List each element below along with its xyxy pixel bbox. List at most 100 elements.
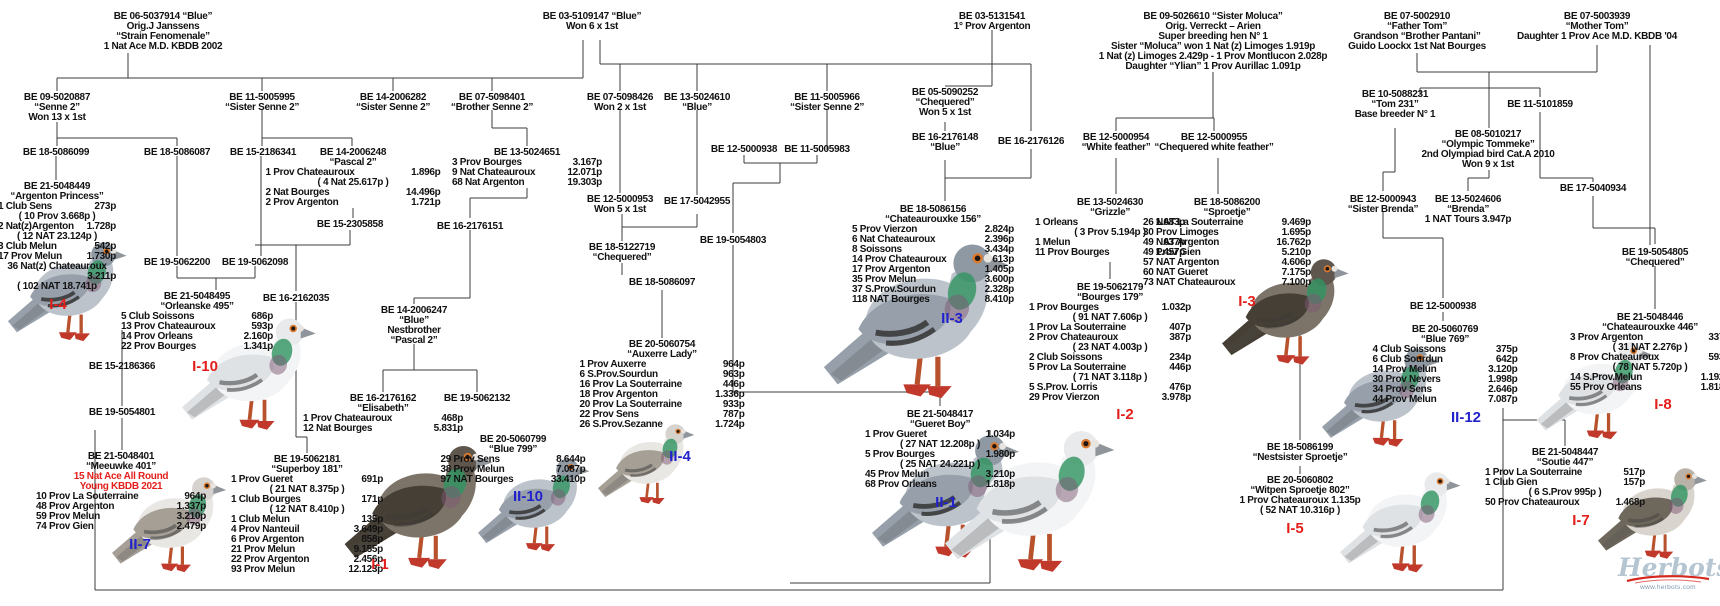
pedigree-node-chequered-05: BE 05-5090252 “Chequered” Won 5 x 1st <box>893 88 998 118</box>
pedigree-node-line: “Elisabeth” <box>357 403 409 414</box>
pedigree-node-be16-2162035: BE 16-2162035 <box>244 294 349 304</box>
pedigree-node-sister-senne2-c: BE 11-5005966 “Sister Senne 2” <box>772 93 882 113</box>
pedigree-node-line: “Blue 799” <box>488 444 538 455</box>
pedigree-node-line: BE 17-5040934 <box>1559 183 1627 194</box>
pedigree-node-line: 5 Prov Bourges 1.980p <box>865 449 1015 460</box>
pedigree-node-be18-5086087: BE 18-5086087 <box>125 148 230 158</box>
pedigree-node-line: “Argenton Princess” <box>10 191 104 202</box>
pedigree-node-line: Won 13 x 1st <box>28 112 86 123</box>
pedigree-node-be18-5086099: BE 18-5086099 <box>4 148 109 158</box>
pedigree-node-sproetje: BE 18-5086200 “Sproetje” 26 NAT La Souterr… <box>1143 198 1311 288</box>
pedigree-node-line: ( 25 NAT 24.221p ) <box>899 459 980 470</box>
pedigree-node-line: 34 Prov Sens 2.646p <box>1372 384 1518 395</box>
position-label-I-3: I-3 <box>1238 293 1256 310</box>
pedigree-node-line: 1 Prov Bourges 1.032p <box>1029 302 1191 313</box>
pedigree-node-line: Sister “Moluca” won 1 Nat (z) Limoges 1.… <box>1110 41 1316 52</box>
pedigree-node-line: 1 Prov Chateauroux 468p <box>303 413 463 424</box>
pedigree-node-line: BE 12-5000938 <box>710 144 778 155</box>
pedigree-node-line: 1 Club Melun 135p <box>231 514 383 525</box>
pedigree-node-line: “Brenda” <box>1446 204 1490 215</box>
pedigree-node-line: Young KBDB 2021 <box>79 481 163 492</box>
pedigree-node-line: BE 21-5048447 <box>1531 447 1599 458</box>
pedigree-node-line: ( 52 NAT 10.316p ) <box>1259 505 1340 516</box>
pedigree-node-witpen-sproetje-802: BE 20-5060802 “Witpen Sproetje 802” 1 Prov… <box>1225 476 1375 516</box>
pedigree-node-brother-senne2: BE 07-5098401 “Brother Senne 2” <box>432 93 552 113</box>
pedigree-node-line: BE 07-5098401 <box>458 92 526 103</box>
pedigree-node-line: “Orleanske 495” <box>160 301 234 312</box>
pedigree-node-line: “Pascal 2” <box>329 157 377 168</box>
pedigree-node-be15-2186366: BE 15-2186366 <box>70 362 175 372</box>
pedigree-node-auxerre-lady: BE 20-5060754 “Auxerre Lady” 1 Prov Auxerr… <box>580 340 745 430</box>
pedigree-node-line: BE 18-5122719 <box>588 242 656 253</box>
pedigree-node-line: BE 03-5131541 <box>958 11 1026 22</box>
pedigree-node-line: Won 2 x 1st <box>593 102 647 113</box>
pedigree-node-line: ( 12 NAT 23.124p ) <box>16 231 97 242</box>
pedigree-node-bourges-179: BE 19-5062179 “Bourges 179” 1 Prov Bourges… <box>1029 283 1191 403</box>
pedigree-node-line: 2 Prov Chateauroux 387p <box>1029 332 1191 343</box>
pedigree-node-line: 57 NAT Argenton 4.606p <box>1143 257 1311 268</box>
pedigree-node-line: 9 Nat Chateauroux 12.071p <box>452 167 602 178</box>
pedigree-node-sister-senne2-b: BE 14-2006282 “Sister Senne 2” <box>338 93 448 113</box>
pedigree-node-line: BE 19-5054805 <box>1621 247 1689 258</box>
pedigree-node-line: Base breeder N° 1 <box>1354 109 1436 120</box>
pedigree-node-line: BE 21-5048401 <box>87 451 155 462</box>
pedigree-node-line: 8 Soissons 3.434p <box>852 244 1014 255</box>
pedigree-node-blue-06: BE 06-5037914 “Blue” Orig.J Janssens “Stra… <box>63 12 263 52</box>
pedigree-node-line: “Mother Tom” <box>1565 21 1629 32</box>
pedigree-node-line: Grandson “Brother Pantani” <box>1353 31 1481 42</box>
pedigree-node-line: 3 Club Melun 542p <box>0 241 116 252</box>
pedigree-node-line: BE 16-2162035 <box>262 293 330 304</box>
pedigree-node-line: 30 Prov Nevers 1.998p <box>1372 374 1518 385</box>
pedigree-node-line: 2 Prov Argenton 1.721p <box>265 197 441 208</box>
pedigree-node-line: 13 Prov Chateauroux 593p <box>121 321 273 332</box>
pedigree-node-be15-2305858: BE 15-2305858 <box>298 220 403 230</box>
pedigree-node-superboy-181: BE 19-5062181 “Superboy 181” 1 Prov Gueret… <box>231 455 383 575</box>
pedigree-node-line: “Auxerre Lady” <box>627 349 697 360</box>
pedigree-node-line: Won 5 x 1st <box>918 107 972 118</box>
pedigree-node-line: ( 21 NAT 8.375p ) <box>269 484 345 495</box>
pedigree-node-line: “Sproetje” <box>1203 207 1251 218</box>
pedigree-node-line: 6 Club Sourdun 642p <box>1372 354 1518 365</box>
pedigree-node-line: “Blue” <box>399 315 429 326</box>
pedigree-node-blue-nestbrother: BE 14-2006247 “Blue” Nestbrother “Pascal 2” <box>364 306 464 346</box>
pedigree-node-be11-5101859: BE 11-5101859 <box>1485 100 1595 110</box>
pedigree-node-line: 6 S.Prov.Sourdun 963p <box>579 369 745 380</box>
herbots-logo-url: www.herbots.com <box>1640 584 1696 591</box>
pedigree-node-line: BE 18-5086156 <box>899 204 967 215</box>
pedigree-node-line: BE 18-5086200 <box>1193 197 1261 208</box>
pedigree-node-line: BE 13-5024651 <box>493 147 561 158</box>
pedigree-node-line: “Chequered” <box>915 97 975 108</box>
pedigree-node-line: 74 Prov Gien 2.479p <box>36 521 206 532</box>
pedigree-node-be12-5000938-l: BE 12-5000938 <box>692 145 797 155</box>
pedigree-node-senne2: BE 09-5020887 “Senne 2” Won 13 x 1st <box>2 93 112 123</box>
pedigree-node-line: 1 Prov Auxerre 964p <box>579 359 745 370</box>
pedigree-node-grizzle: BE 13-5024630 “Grizzle” 1 Orleans 1.683p( 3… <box>1035 198 1185 258</box>
pedigree-node-sister-moluca: BE 09-5026610 “Sister Moluca” Orig. Verre… <box>1048 12 1378 72</box>
position-label-I-7: I-7 <box>1572 512 1590 529</box>
pedigree-node-line: 1° Prov Argenton <box>953 21 1031 32</box>
pedigree-node-cheq-white-feather: BE 12-5000955 “Chequered white feather” <box>1119 133 1309 153</box>
pedigree-node-be16-2176151: BE 16-2176151 <box>418 222 523 232</box>
pedigree-node-blue-03: BE 03-5109147 “Blue” Won 6 x 1st <box>507 12 677 32</box>
pedigree-node-line: BE 21-5048446 <box>1616 312 1684 323</box>
pedigree-node-line: BE 19-5062098 <box>221 257 289 268</box>
pedigree-node-line: “Chateaurouxke 156” <box>884 214 981 225</box>
pedigree-node-line: ( 12 NAT 8.410p ) <box>269 504 345 515</box>
pedigree-node-blue-16-2176148: BE 16-2176148 “Blue” <box>895 133 995 153</box>
pedigree-node-be12-5000953: BE 12-5000953 Won 5 x 1st <box>568 195 673 215</box>
pedigree-node-line: 14 Prov Melun 3.120p <box>1372 364 1518 375</box>
pedigree-node-line: Won 9 x 1st <box>1461 159 1515 170</box>
pedigree-node-line: 2nd Olympiad bird Cat.A 2010 <box>1421 149 1555 160</box>
pedigree-node-line: 1 Club Bourges 171p <box>231 494 383 505</box>
pedigree-node-chequered-19: BE 19-5054805 “Chequered” <box>1603 248 1708 268</box>
pedigree-node-line: “Chateaurouxke 446” <box>1601 322 1698 333</box>
pedigree-node-argenton-princess: BE 21-5048449 “Argenton Princess” 1 Club S… <box>0 182 116 292</box>
pedigree-node-line: 49 Prov Gien 5.210p <box>1143 247 1311 258</box>
pedigree-node-line: BE 03-5109147 “Blue” <box>542 11 642 22</box>
pedigree-node-line: “Gueret Boy” <box>909 419 971 430</box>
pedigree-node-line: “Chequered white feather” <box>1154 142 1274 153</box>
pedigree-node-line: 3 Prov Argenton337p <box>1570 332 1720 343</box>
pedigree-node-be17-5042955: BE 17-5042955 <box>645 197 750 207</box>
pedigree-node-sister-brenda: BE 12-5000943 “Sister Brenda” <box>1328 195 1438 215</box>
